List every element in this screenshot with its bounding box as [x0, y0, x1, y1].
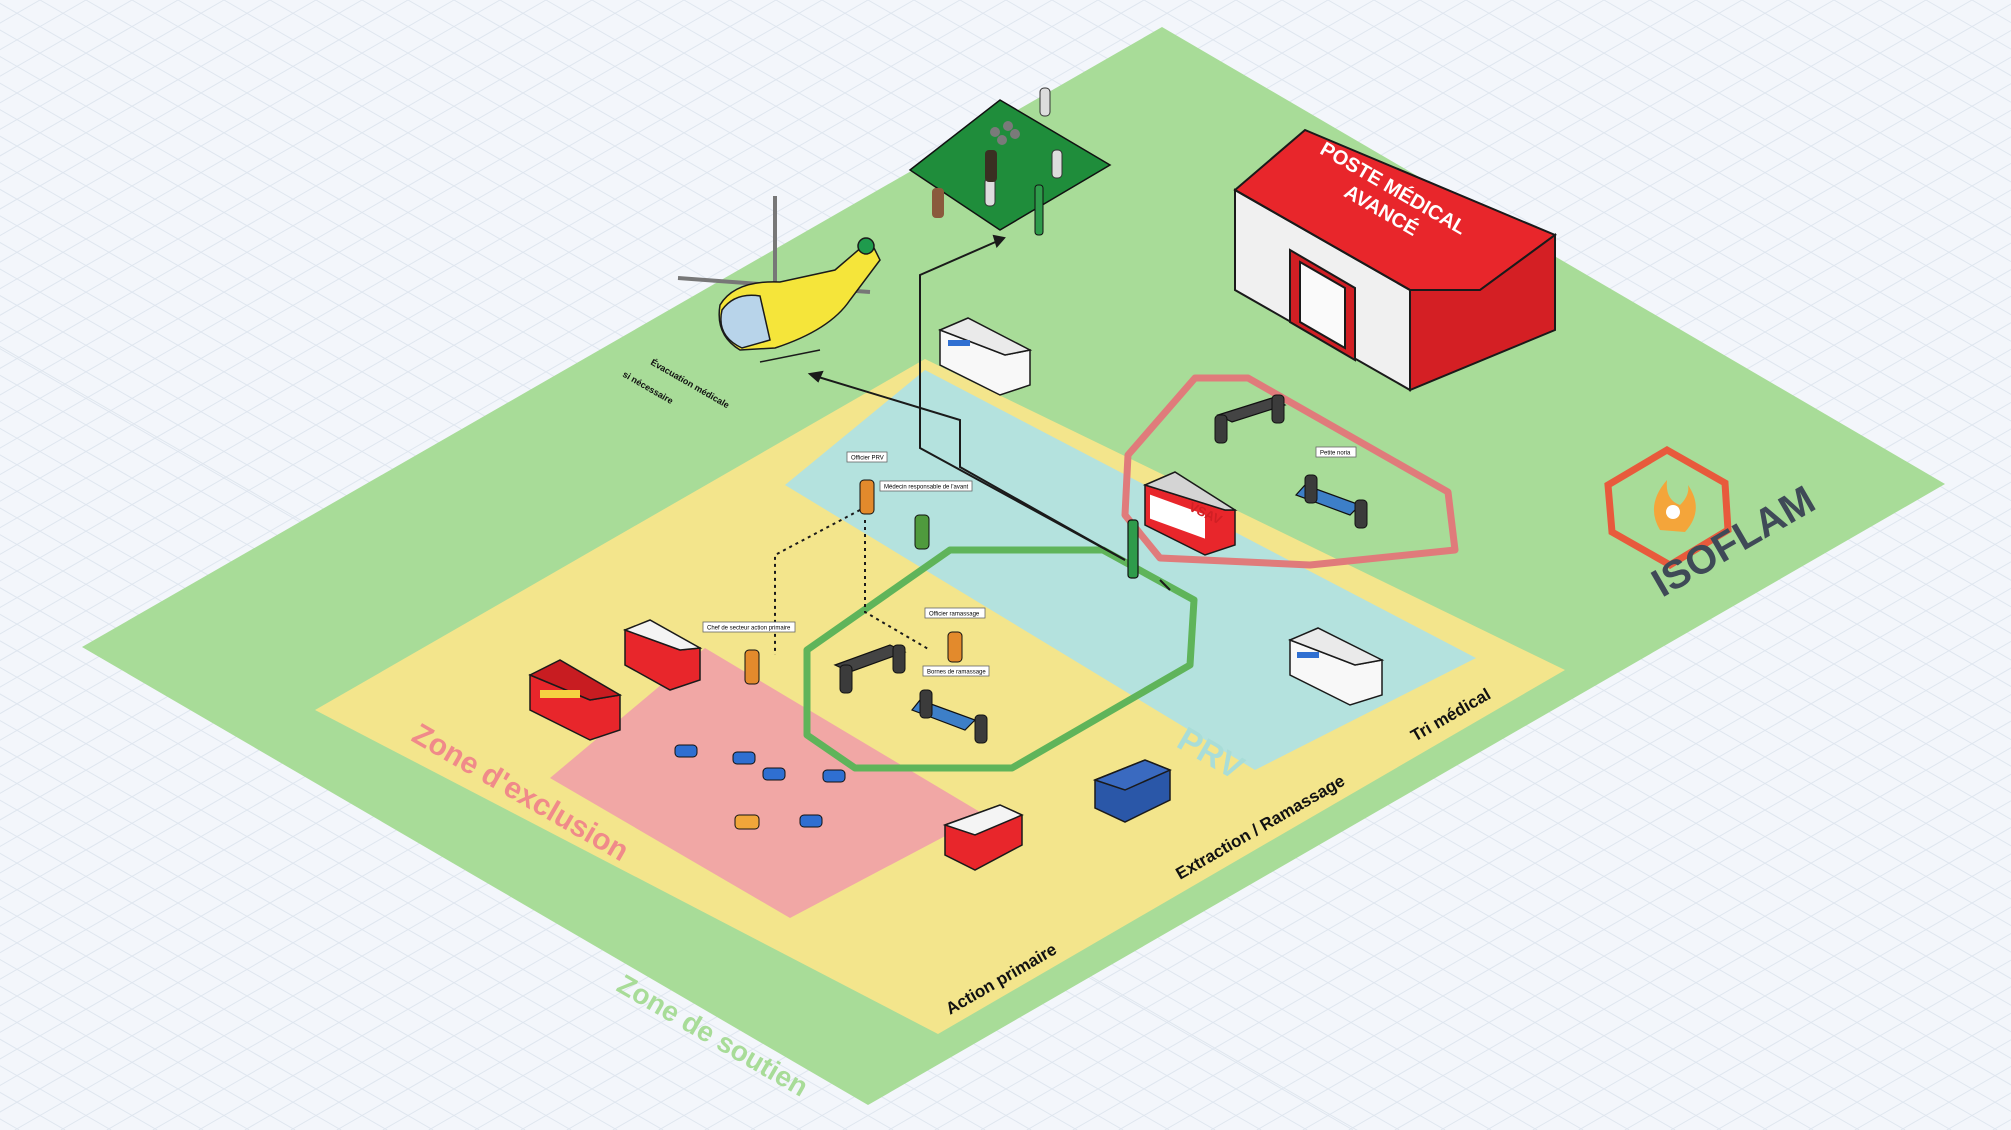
police-van	[1092, 759, 1172, 823]
zone-controlee	[315, 359, 1565, 1034]
casualties	[674, 744, 846, 830]
grid-line	[0, 693, 756, 1130]
grid-line	[1465, 0, 2011, 316]
grid-line	[0, 0, 1145, 662]
grid-line	[0, 0, 1191, 688]
grid-line	[0, 0, 869, 502]
evacuation-lines	[807, 234, 1126, 561]
grid-line	[1603, 0, 2011, 236]
grid-line	[1649, 0, 2011, 210]
grid-line	[1532, 853, 2011, 1130]
helicopter-samu	[677, 196, 881, 363]
tag-officier-ramassage: Officier ramassage	[929, 612, 980, 618]
zone-exclusion	[550, 648, 985, 918]
grid-line	[0, 0, 915, 529]
grid-line	[0, 879, 434, 1130]
ambulance-red-bottom	[942, 804, 1024, 871]
ambulance-samu-right	[1288, 627, 1385, 706]
grid-line	[1235, 0, 2011, 449]
grid-line	[1302, 720, 2011, 1130]
grid-line	[934, 508, 2011, 1130]
grid-line	[0, 0, 961, 555]
vsav-vehicle	[1142, 471, 1238, 556]
grid-line	[0, 0, 593, 343]
grid-line	[0, 0, 1007, 582]
ambulance-samu-top	[938, 317, 1033, 396]
grid-line	[0, 0, 639, 369]
grid-line	[0, 0, 547, 316]
grid-line	[1511, 0, 2011, 289]
grid-line	[0, 666, 802, 1130]
grid-line	[1143, 0, 2011, 502]
grid-line	[1394, 773, 2011, 1130]
grid-line	[1118, 614, 2011, 1130]
triage-mat	[908, 87, 1112, 236]
grid-line	[1164, 640, 2011, 1130]
firefighters	[744, 394, 1368, 744]
grid-line	[842, 454, 2011, 1130]
prv-post	[1127, 519, 1139, 579]
grid-line	[0, 640, 848, 1130]
tag-chef-secteur: Chef de secteur action primaire	[707, 626, 791, 632]
tag-bornes: Bornes de ramassage	[927, 670, 986, 676]
grid-line	[0, 0, 1053, 608]
grid-line	[1256, 693, 2011, 1130]
grid-line	[1419, 0, 2011, 342]
grid-line	[1440, 800, 2011, 1130]
grid-line	[1026, 561, 2011, 1130]
grid-line	[0, 746, 664, 1130]
grid-line	[1624, 906, 2011, 1130]
grid-line	[1578, 879, 2011, 1130]
grid-line	[980, 534, 2011, 1130]
grid-line	[0, 905, 388, 1130]
grid-line	[1486, 826, 2011, 1130]
grid-line	[0, 0, 685, 396]
grid-line	[0, 852, 480, 1130]
route-petite-noria-loop	[1121, 374, 1459, 569]
grid-line	[1072, 587, 2011, 1130]
grid-line	[0, 0, 409, 237]
grid-line	[0, 826, 526, 1130]
grid-line	[1557, 0, 2011, 263]
grid-line	[0, 0, 1099, 635]
grid-line	[1281, 0, 2011, 422]
isoflam-logo	[1604, 445, 1732, 570]
tag-petite-noria: Petite noria	[1320, 451, 1351, 457]
grid-line	[0, 0, 731, 423]
grid-line	[1210, 667, 2011, 1130]
ambulance-red-left	[622, 619, 703, 691]
grid-line	[0, 773, 618, 1130]
pma-tent	[1233, 128, 1558, 392]
role-tags	[702, 446, 1357, 677]
tag-officier-prv: Officier PRV	[851, 456, 884, 462]
fire-truck	[528, 659, 623, 741]
grid-line	[1373, 0, 2011, 369]
grid-line	[888, 481, 2011, 1130]
grid-line	[1670, 933, 2011, 1130]
tag-medecin: Médecin responsable de l'avant	[884, 485, 969, 491]
grid-line	[0, 0, 455, 263]
grid-line	[0, 613, 894, 1130]
grid-line	[0, 719, 710, 1130]
grid-line	[1348, 747, 2011, 1130]
grid-line	[0, 0, 363, 210]
grid-line	[1327, 0, 2011, 395]
grid-line	[0, 0, 777, 449]
arrow-to-green-loop	[1159, 579, 1171, 591]
grid-line	[0, 0, 823, 476]
grid-line	[0, 932, 342, 1130]
grid-line	[0, 799, 572, 1130]
grid-line	[1189, 0, 2011, 475]
grid-line	[0, 0, 501, 290]
